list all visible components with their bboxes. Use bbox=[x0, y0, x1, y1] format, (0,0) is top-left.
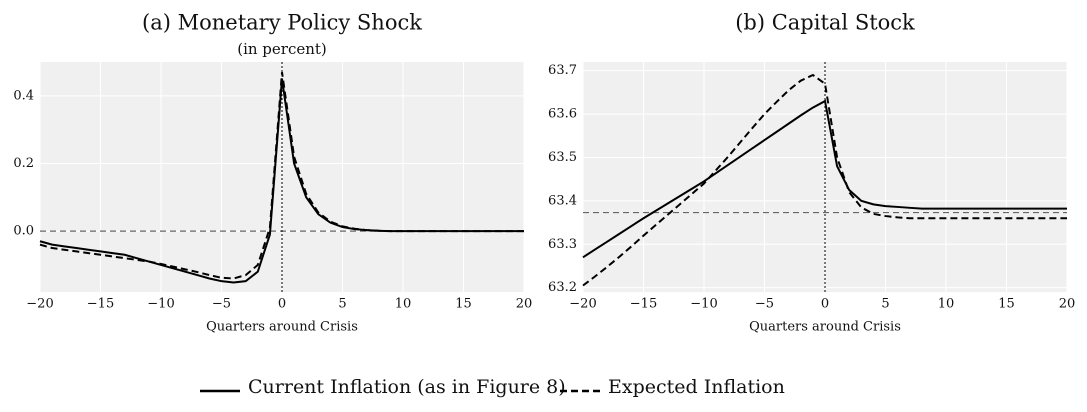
y-tick-label: 0.2 bbox=[13, 156, 34, 171]
x-tick-label: −10 bbox=[147, 297, 174, 312]
x-tick-label: −20 bbox=[26, 297, 53, 312]
x-axis-label: Quarters around Crisis bbox=[749, 320, 901, 335]
x-tick-label: 10 bbox=[938, 297, 955, 312]
y-tick-label: 63.7 bbox=[548, 63, 577, 78]
x-tick-label: −20 bbox=[569, 297, 596, 312]
x-tick-label: 0 bbox=[278, 297, 286, 312]
chart-subtitle: (in percent) bbox=[237, 40, 327, 58]
y-tick-label: 63.2 bbox=[548, 280, 577, 295]
x-tick-label: 0 bbox=[821, 297, 829, 312]
x-tick-label: −15 bbox=[630, 297, 657, 312]
x-tick-label: 20 bbox=[516, 297, 533, 312]
y-tick-label: 63.5 bbox=[548, 150, 577, 165]
y-tick-label: 63.6 bbox=[548, 107, 577, 122]
y-tick-label: 63.4 bbox=[548, 193, 577, 208]
series-line bbox=[582, 99, 1067, 259]
x-tick-label: 10 bbox=[395, 297, 412, 312]
x-tick-label: 20 bbox=[1059, 297, 1076, 312]
x-tick-label: 15 bbox=[998, 297, 1015, 312]
y-tick-label: 0.4 bbox=[13, 88, 34, 103]
chart-title: (a) Monetary Policy Shock bbox=[142, 11, 422, 35]
x-tick-label: −10 bbox=[690, 297, 717, 312]
x-tick-label: −15 bbox=[87, 297, 114, 312]
y-tick-label: 63.3 bbox=[548, 237, 577, 252]
series-line bbox=[582, 73, 1067, 287]
x-tick-label: −5 bbox=[755, 297, 774, 312]
chart-title: (b) Capital Stock bbox=[735, 11, 915, 35]
legend-label: Current Inflation (as in Figure 8) bbox=[248, 376, 566, 398]
x-tick-label: 15 bbox=[455, 297, 472, 312]
x-tick-label: 5 bbox=[881, 297, 889, 312]
legend-label: Expected Inflation bbox=[608, 376, 785, 398]
y-tick-label: 0.0 bbox=[13, 224, 34, 239]
series-line bbox=[39, 72, 524, 280]
x-axis-label: Quarters around Crisis bbox=[206, 320, 358, 335]
x-tick-label: −5 bbox=[212, 297, 231, 312]
x-tick-label: 5 bbox=[338, 297, 346, 312]
